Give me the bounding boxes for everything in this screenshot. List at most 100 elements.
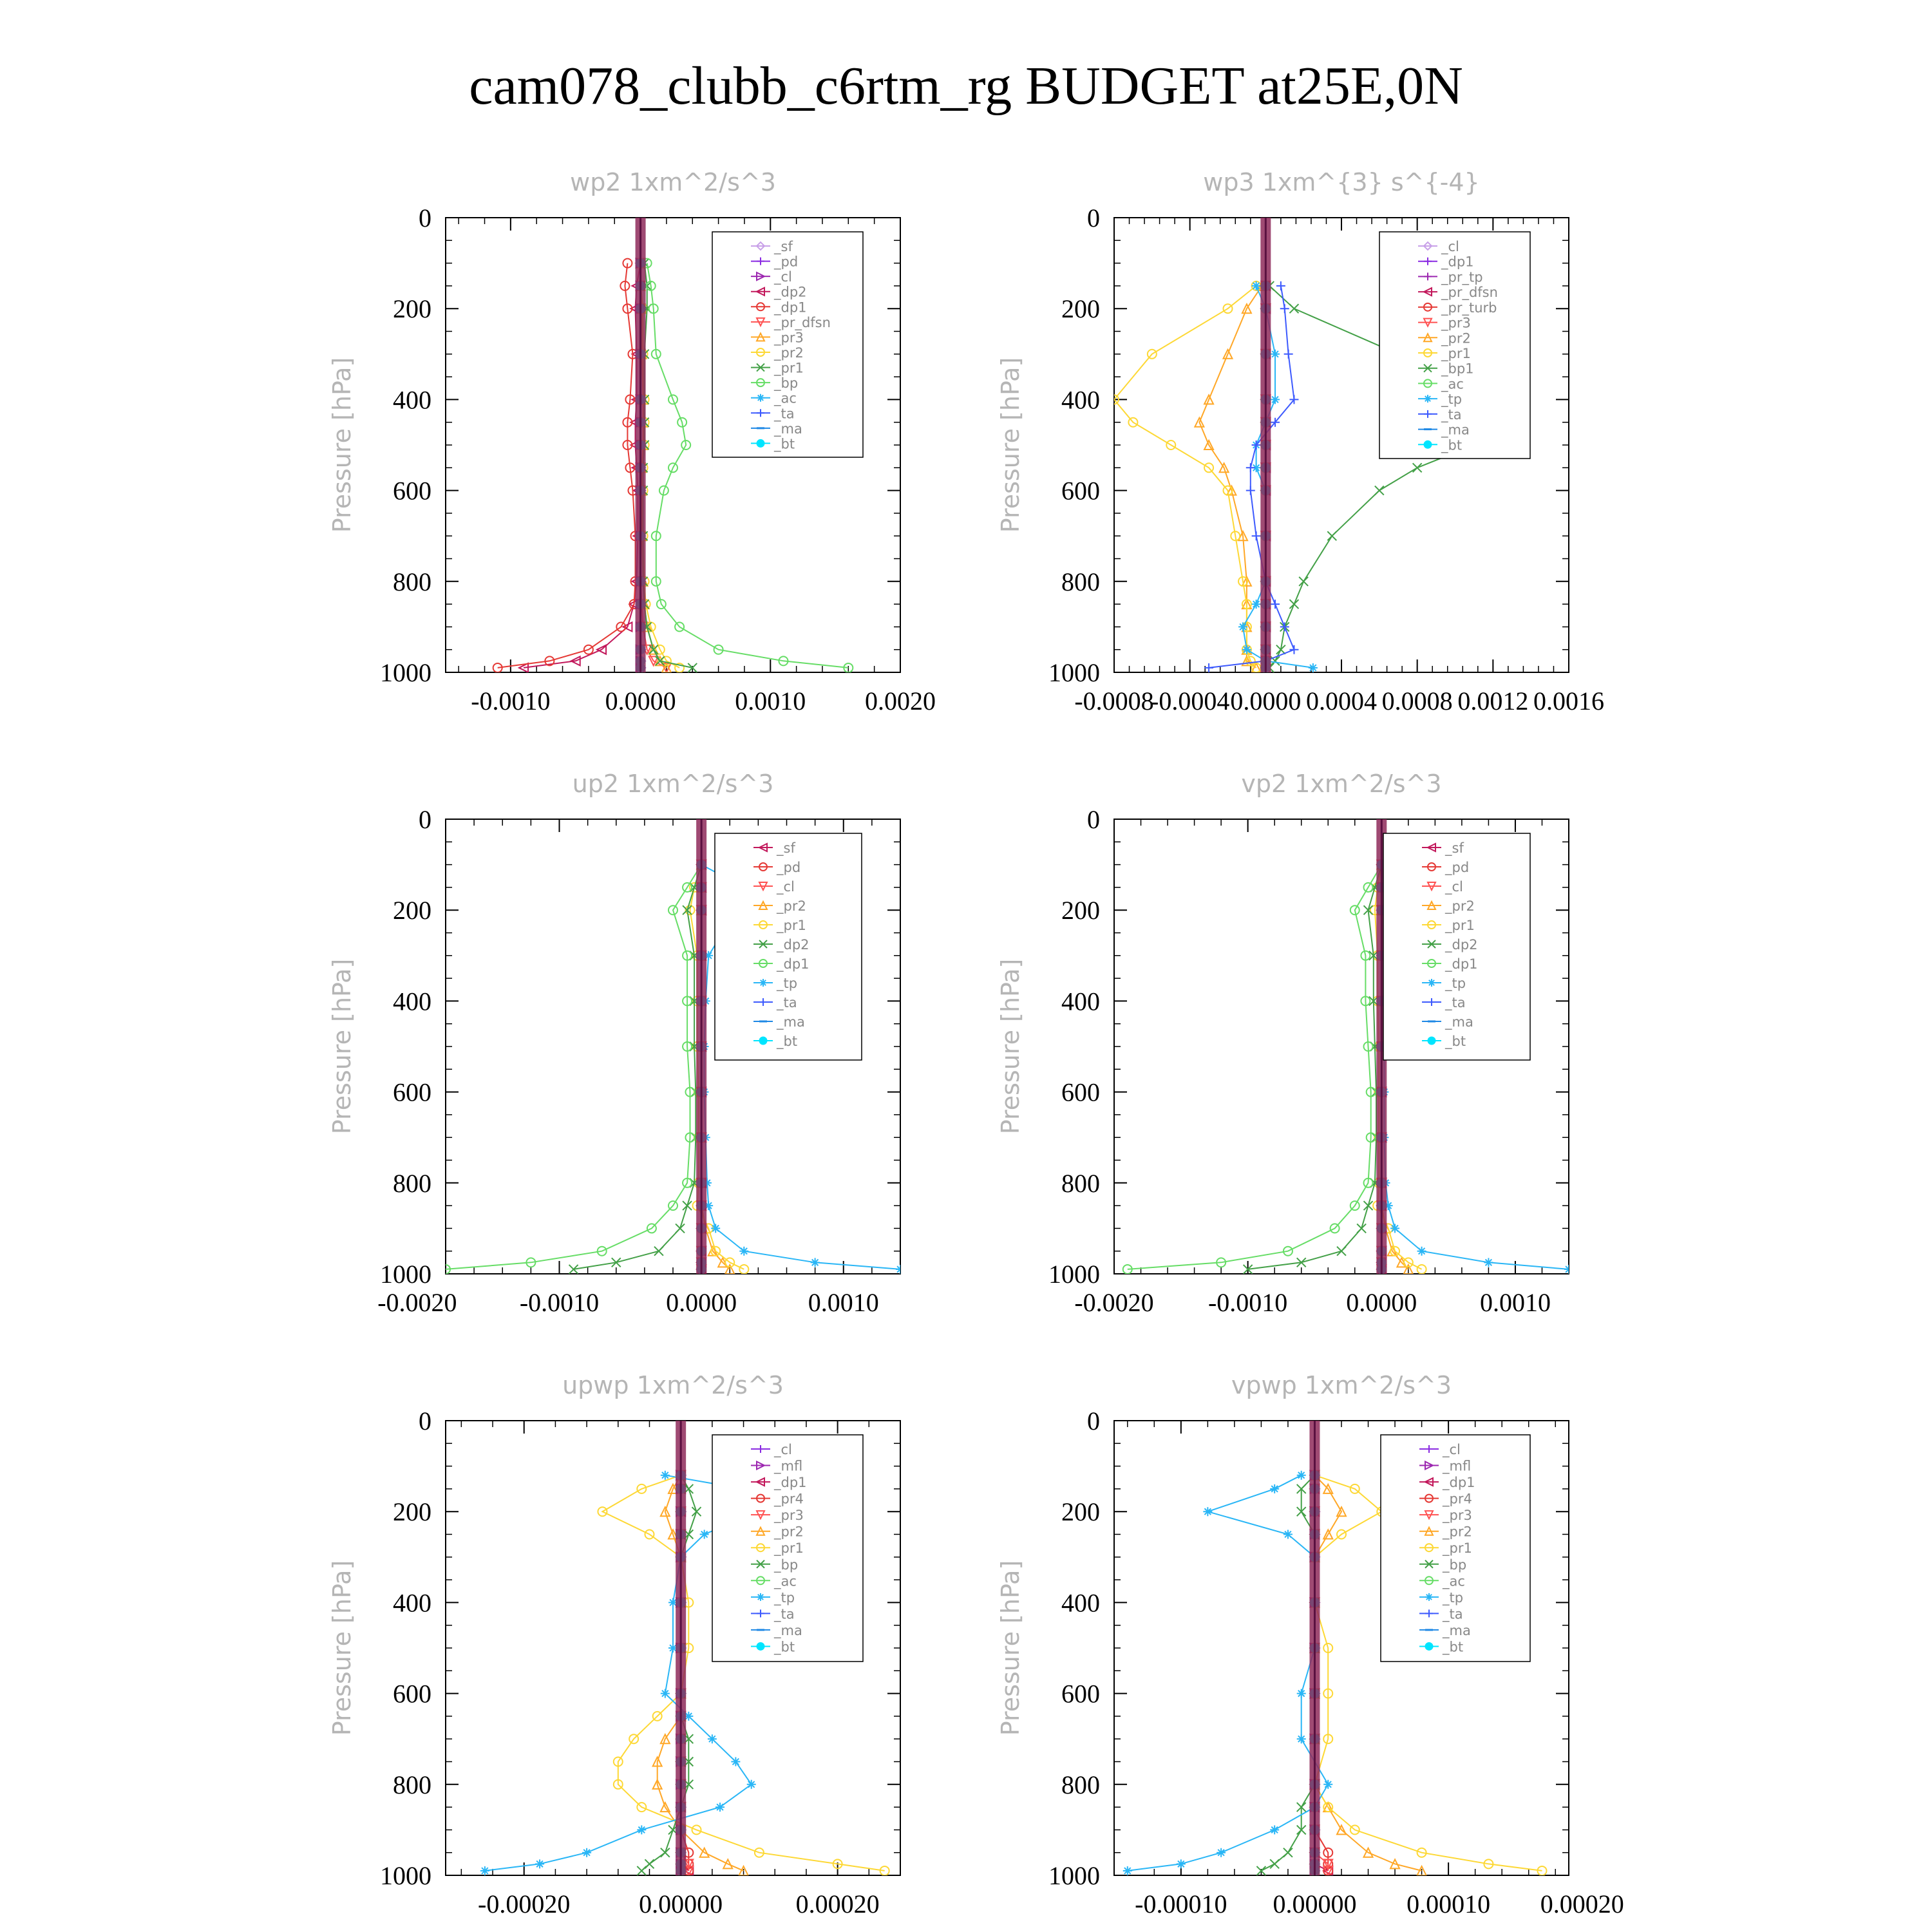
x-tick-label: 0.0000 <box>666 1288 737 1317</box>
legend-marker-pr1 <box>756 1543 765 1553</box>
legend-marker-pr2 <box>755 1526 766 1536</box>
data-point-pr1 <box>636 1483 647 1494</box>
data-point-bp1 <box>1412 462 1423 473</box>
panel-3: up2 1xm^2/s^3 Pressure [hPa] 0 200 400 600 800… <box>328 770 901 1317</box>
legend-label-pr2: _pr2 <box>1442 1524 1472 1540</box>
data-point-dp1 <box>682 996 693 1007</box>
data-point-pr2 <box>738 1864 749 1875</box>
data-point-pr1 <box>1222 303 1233 314</box>
data-point-pr2 <box>654 644 665 655</box>
data-point-dp1 <box>596 1245 607 1256</box>
y-tick-label: 800 <box>393 1770 431 1799</box>
data-point-pr1 <box>1323 1734 1334 1745</box>
data-point-bp <box>1283 1847 1293 1858</box>
legend-label-cl: _cl <box>776 879 795 895</box>
data-point-pr1 <box>685 905 696 916</box>
data-point-tp <box>731 1757 741 1766</box>
data-point-dp2 <box>682 1200 692 1211</box>
data-point-pr1 <box>1349 1483 1360 1494</box>
data-point-pr1 <box>1230 531 1241 542</box>
data-point-pr2 <box>1222 348 1234 359</box>
data-point-bp <box>681 440 692 450</box>
legend-marker-dp2 <box>755 287 765 297</box>
legend-label-bt: _bt <box>773 1639 795 1655</box>
legend-marker-tp <box>1425 1593 1433 1601</box>
legend-marker-cl <box>757 1445 764 1453</box>
data-point-pr1 <box>1146 348 1157 359</box>
x-tick-label: -0.0010 <box>1208 1288 1287 1317</box>
legend-marker-ta <box>1428 998 1435 1006</box>
series-line-tp <box>1127 1474 1329 1871</box>
y-tick-label: 1000 <box>1048 1260 1100 1289</box>
data-point-dp1 <box>1365 1086 1376 1097</box>
data-point-dp1 <box>682 1177 693 1188</box>
data-point-tp <box>668 1643 677 1653</box>
legend-label-pr1: _pr1 <box>1441 346 1471 362</box>
legend-marker-cl <box>758 882 768 892</box>
data-point-pr1 <box>1114 394 1119 405</box>
data-point-pr1 <box>710 1245 721 1256</box>
data-point-bp <box>677 417 688 428</box>
y-tick-label: 200 <box>393 294 431 323</box>
data-point-tp <box>1122 1866 1132 1875</box>
data-point-tp <box>1417 1246 1426 1256</box>
data-point-pr_dfsn <box>648 656 659 667</box>
legend-label-dp2: _dp2 <box>776 937 810 953</box>
x-tick-label: -0.00010 <box>1135 1889 1227 1918</box>
x-tick-label: -0.00020 <box>478 1889 570 1918</box>
legend-label-dp2: _dp2 <box>773 285 807 301</box>
data-point-pr1 <box>1222 485 1233 496</box>
series-line-dp2 <box>523 263 641 668</box>
legend-marker-pr1 <box>1427 920 1436 929</box>
data-point-pr2 <box>1241 575 1253 587</box>
x-tick-label: 0.0012 <box>1457 687 1528 715</box>
legend-box <box>1379 231 1531 459</box>
data-point-dp1 <box>1349 905 1360 916</box>
legend-label-pr4: _pr4 <box>773 1492 804 1508</box>
data-point-dp2 <box>1356 1223 1367 1234</box>
legend-label-ma: _ma <box>1442 1623 1471 1639</box>
legend-label-pr2: _pr2 <box>773 345 804 361</box>
legend-marker-dp1 <box>1427 959 1436 968</box>
legend-marker-pr3 <box>755 1510 766 1520</box>
series-layer <box>492 218 854 672</box>
data-point-dp1 <box>526 1257 536 1268</box>
data-point-bp <box>648 303 659 314</box>
legend-label-pr_dfsn: _pr_dfsn <box>773 315 831 331</box>
data-point-ta <box>1289 395 1299 404</box>
legend-label-cl: _cl <box>1442 1442 1461 1458</box>
legend-label-pr2: _pr2 <box>776 898 806 914</box>
y-tick-label: 600 <box>393 477 431 506</box>
data-point-pr1 <box>879 1865 890 1875</box>
legend-marker-bt <box>1425 1642 1434 1651</box>
data-point-pr1 <box>1323 1802 1334 1813</box>
data-point-pr1 <box>1416 1264 1427 1274</box>
legend-label-pr1: _pr1 <box>773 361 804 377</box>
legend-label-pr1: _pr1 <box>1442 1540 1472 1557</box>
data-point-dp2 <box>675 1223 685 1234</box>
data-point-tp <box>1484 1258 1493 1267</box>
legend-marker-sf <box>755 241 766 251</box>
y-tick-label: 1000 <box>1048 1861 1100 1890</box>
legend-label-tp: _tp <box>1444 976 1466 992</box>
data-point-dp1 <box>646 1223 657 1234</box>
data-point-bp1 <box>1374 485 1385 496</box>
series-line-bp <box>646 263 849 668</box>
legend-label-bt: _bt <box>1444 1034 1466 1050</box>
data-point-tp <box>1283 1530 1293 1539</box>
data-point-pr2 <box>724 1263 735 1274</box>
legend-marker-pr2 <box>1423 332 1433 343</box>
y-tick-label: 200 <box>1061 896 1100 925</box>
data-point-pr2 <box>1237 529 1249 542</box>
panel-4: vp2 1xm^2/s^3 Pressure [hPa] 0 200 400 600 800… <box>996 770 1569 1317</box>
data-point-ta <box>1271 600 1280 609</box>
data-point-tp <box>1296 1689 1306 1698</box>
legend-label-cl: _cl <box>773 1442 792 1458</box>
data-point-dp1 <box>1365 1132 1376 1143</box>
y-tick-label: 600 <box>1061 1680 1100 1709</box>
x-tick-label: -0.0004 <box>1150 687 1229 715</box>
data-point-tp <box>702 1178 712 1188</box>
data-point-tp <box>1251 463 1261 473</box>
panel-title: vp2 1xm^2/s^3 <box>1241 770 1441 798</box>
legend-marker-cl <box>1426 882 1437 892</box>
